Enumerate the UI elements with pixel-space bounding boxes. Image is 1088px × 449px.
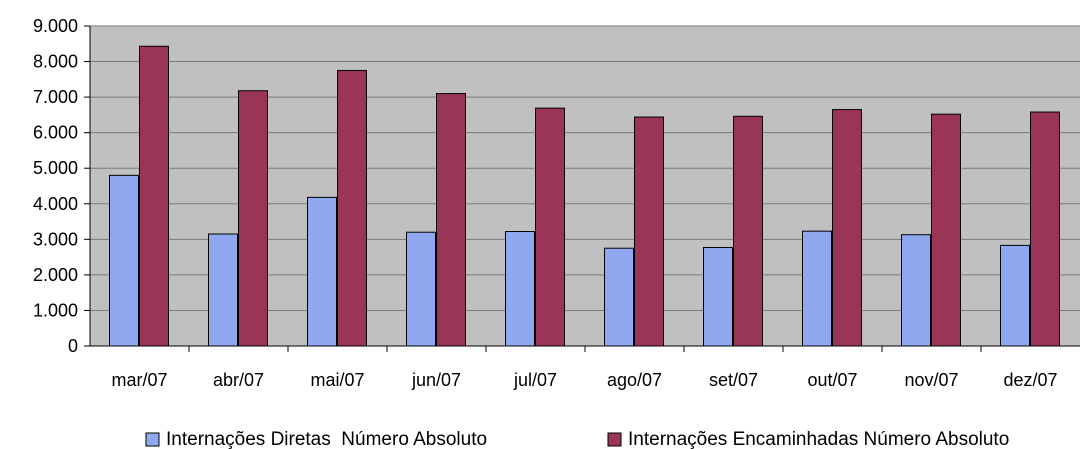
bar-encaminhadas-jul-07 <box>535 107 565 347</box>
bar-encaminhadas-mar-07 <box>139 45 169 347</box>
bar-diretas-jun-07 <box>406 231 436 347</box>
y-tick-label: 0 <box>68 336 78 356</box>
bar-encaminhadas-out-07 <box>832 109 862 347</box>
y-tick-label: 4.000 <box>33 194 78 214</box>
bars <box>109 45 1060 347</box>
bar-encaminhadas-abr-07 <box>238 90 268 347</box>
y-tick-label: 9.000 <box>33 16 78 36</box>
bar-diretas-mai-07 <box>307 196 337 347</box>
x-tick-label: mar/07 <box>111 370 167 390</box>
bar-diretas-nov-07 <box>901 234 931 347</box>
y-tick-label: 3.000 <box>33 229 78 249</box>
bar-encaminhadas-dez-07 <box>1030 111 1060 347</box>
y-tick-label: 7.000 <box>33 87 78 107</box>
x-axis: mar/07 abr/07 mai/07 jun/07 jul/07 ago/07 set/… <box>90 345 1080 390</box>
x-tick-label: out/07 <box>807 370 857 390</box>
bar-diretas-out-07 <box>802 230 832 347</box>
bar-encaminhadas-ago-07 <box>634 116 664 347</box>
y-tick-label: 1.000 <box>33 300 78 320</box>
x-tick-label: jul/07 <box>513 370 557 390</box>
x-tick-label: abr/07 <box>213 370 264 390</box>
y-tick-label: 2.000 <box>33 265 78 285</box>
x-tick-label: mai/07 <box>310 370 364 390</box>
y-tick-label: 6.000 <box>33 123 78 143</box>
bar-encaminhadas-mai-07 <box>337 69 367 347</box>
bar-diretas-mar-07 <box>109 174 139 347</box>
x-tick-label: ago/07 <box>607 370 662 390</box>
bar-diretas-dez-07 <box>1000 244 1030 347</box>
bar-encaminhadas-jun-07 <box>436 93 466 347</box>
y-tick-label: 5.000 <box>33 158 78 178</box>
y-tick-label: 8.000 <box>33 52 78 72</box>
x-tick-label: nov/07 <box>904 370 958 390</box>
x-tick-label: dez/07 <box>1003 370 1057 390</box>
bar-diretas-abr-07 <box>208 233 238 347</box>
y-axis: 0 1.000 2.000 3.000 4.000 5.000 6.000 7.000 8.00… <box>33 16 91 356</box>
x-tick-label: set/07 <box>709 370 758 390</box>
bar-diretas-set-07 <box>703 247 733 347</box>
x-tick-label: jun/07 <box>411 370 461 390</box>
bar-encaminhadas-nov-07 <box>931 113 961 347</box>
bar-encaminhadas-set-07 <box>733 115 763 347</box>
bar-diretas-jul-07 <box>505 231 535 347</box>
bar-diretas-ago-07 <box>604 247 634 347</box>
